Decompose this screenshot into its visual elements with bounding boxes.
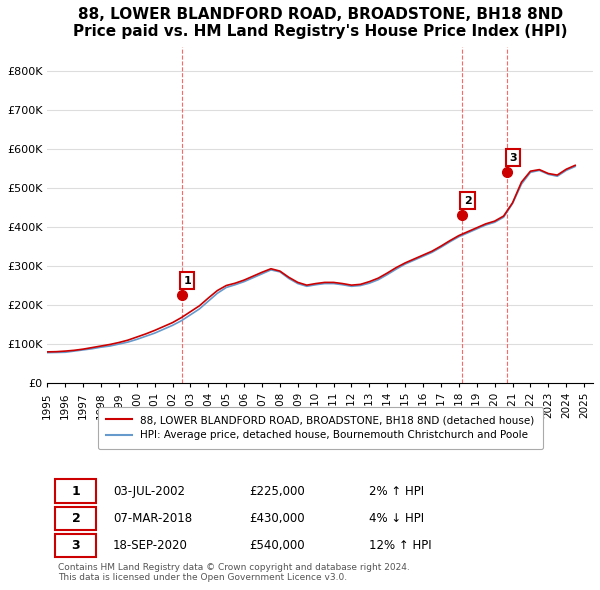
Text: 2% ↑ HPI: 2% ↑ HPI [369, 484, 424, 497]
Text: 2: 2 [71, 512, 80, 525]
FancyBboxPatch shape [55, 534, 97, 557]
Text: Contains HM Land Registry data © Crown copyright and database right 2024.
This d: Contains HM Land Registry data © Crown c… [58, 563, 410, 582]
Text: 4% ↓ HPI: 4% ↓ HPI [369, 512, 424, 525]
Text: £225,000: £225,000 [249, 484, 305, 497]
Text: 18-SEP-2020: 18-SEP-2020 [113, 539, 188, 552]
Text: 03-JUL-2002: 03-JUL-2002 [113, 484, 185, 497]
Text: 07-MAR-2018: 07-MAR-2018 [113, 512, 192, 525]
Text: 3: 3 [509, 153, 517, 163]
Text: 2: 2 [464, 195, 472, 205]
Text: £540,000: £540,000 [249, 539, 305, 552]
Legend: 88, LOWER BLANDFORD ROAD, BROADSTONE, BH18 8ND (detached house), HPI: Average pr: 88, LOWER BLANDFORD ROAD, BROADSTONE, BH… [98, 407, 543, 449]
FancyBboxPatch shape [55, 480, 97, 503]
Text: 1: 1 [71, 484, 80, 497]
Text: 1: 1 [183, 276, 191, 286]
Text: £430,000: £430,000 [249, 512, 305, 525]
Text: 3: 3 [71, 539, 80, 552]
FancyBboxPatch shape [55, 507, 97, 530]
Text: 12% ↑ HPI: 12% ↑ HPI [369, 539, 432, 552]
Title: 88, LOWER BLANDFORD ROAD, BROADSTONE, BH18 8ND
Price paid vs. HM Land Registry's: 88, LOWER BLANDFORD ROAD, BROADSTONE, BH… [73, 7, 568, 40]
